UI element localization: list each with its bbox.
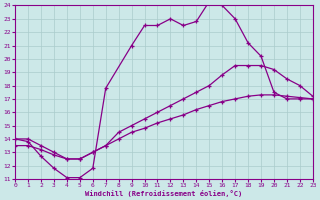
X-axis label: Windchill (Refroidissement éolien,°C): Windchill (Refroidissement éolien,°C) <box>85 190 243 197</box>
